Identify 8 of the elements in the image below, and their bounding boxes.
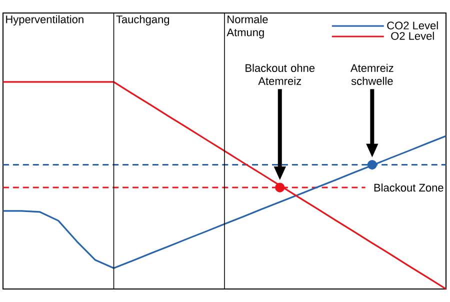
text: Tauchgang: [116, 15, 170, 26]
legend-label: O2 Level: [391, 32, 434, 40]
annotation: Atemreiz schwelle: [350, 64, 394, 85]
text: Normale Atmung: [226, 15, 268, 38]
text: Hyperventilation: [6, 15, 84, 26]
legend-label: CO2 Level: [387, 21, 438, 30]
annotation: Blackout ohne Atemreiz: [246, 64, 315, 85]
ref-line-label: Blackout Zone: [374, 184, 444, 192]
